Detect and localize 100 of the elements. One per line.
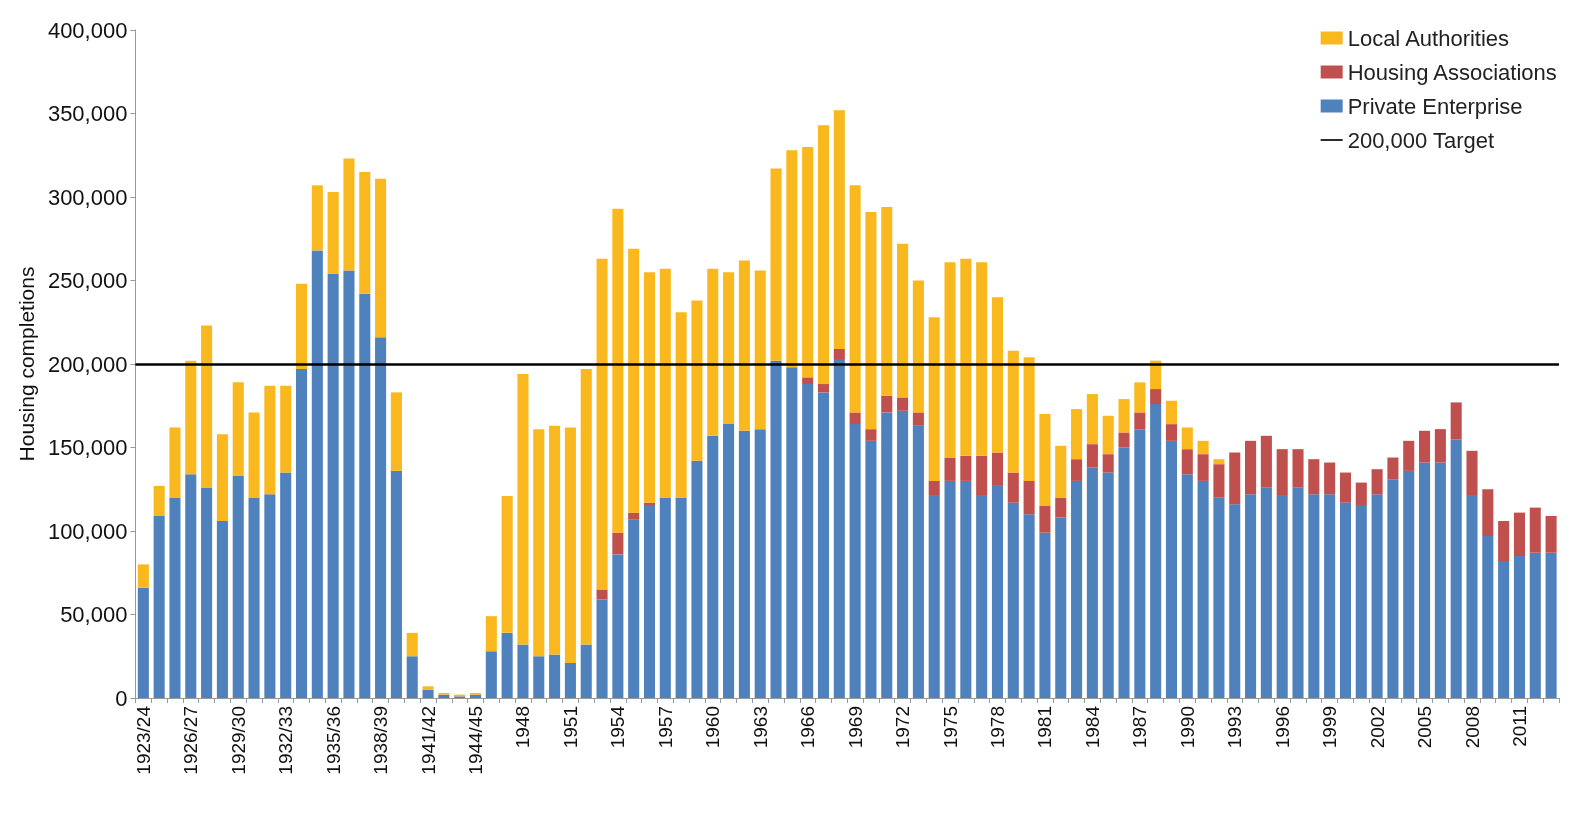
bar [232,475,244,698]
bar [1086,394,1098,445]
bar [1355,505,1367,698]
bar [1450,439,1462,698]
bar [881,207,893,396]
bar [596,258,608,590]
bar [580,644,592,698]
x-tick-label: 1951 [559,706,581,749]
bar [596,589,608,600]
bar [375,337,387,698]
x-tick-label: 1948 [512,706,534,749]
bar [1245,494,1257,698]
x-tick-label: 1975 [939,706,961,749]
bar [406,656,418,698]
bar [1165,440,1178,698]
y-tick-label: 200,000 [47,351,128,377]
bar [928,480,940,496]
bar [1086,444,1098,468]
bar [723,424,735,698]
y-tick-label: 50,000 [60,602,128,627]
bar [1118,432,1130,448]
legend-label: Local Authorities [1347,25,1510,51]
bar [564,427,576,663]
bar [691,460,703,698]
bar [991,297,1004,453]
bar [928,317,940,481]
bar [549,425,561,655]
bar [1213,497,1225,698]
bar [1482,489,1494,537]
bar [1213,464,1225,498]
x-tick-label: 1978 [986,706,1008,749]
bar [976,455,988,496]
bar [485,616,497,652]
bar [1039,505,1051,533]
bar [1055,497,1067,518]
bar [643,505,656,698]
bar [1355,482,1367,506]
bar [1466,495,1478,698]
legend-label: Housing Associations [1347,59,1557,85]
y-tick-label: 400,000 [47,17,128,43]
x-tick-label: 1923/24 [132,705,154,775]
bar [944,480,956,698]
bar [422,686,434,690]
bar [311,185,323,251]
bar [1039,532,1051,698]
bar [628,519,640,698]
bar [691,300,703,461]
bar [1292,449,1304,488]
y-tick-label: 350,000 [47,101,128,126]
bar [849,185,861,413]
bar [1419,462,1431,698]
bar [1071,459,1083,481]
bar [1403,470,1415,698]
x-tick-label: 2002 [1366,706,1388,749]
bar [1371,494,1383,698]
x-tick-label: 1969 [844,706,866,749]
bar [628,248,640,513]
bar [960,480,972,698]
x-tick-label: 1996 [1271,706,1293,749]
bar [754,429,766,698]
bar [216,520,228,698]
bar [1308,494,1320,698]
bar [564,662,576,698]
bar [833,358,845,698]
bar [1134,429,1146,698]
bar [1023,480,1035,515]
bar [612,532,624,555]
x-tick-label: 1963 [749,706,771,749]
bar [1545,515,1557,553]
bar [976,495,988,698]
bar [1023,514,1035,698]
bar [1545,552,1557,698]
bar [137,587,149,698]
bar [501,495,513,633]
bar [770,360,782,698]
bar [912,425,924,698]
bar [1086,467,1098,698]
y-axis-title: Housing completions [15,266,38,462]
bar [1529,552,1541,698]
bar [201,487,213,698]
bar [1134,412,1146,430]
bar [1229,452,1241,505]
bar [295,283,308,370]
x-tick-label: 1954 [607,705,629,749]
x-tick-label: 1935/36 [322,706,344,775]
bar [1513,512,1525,557]
bar [1324,494,1336,698]
bar [833,110,845,349]
bar [738,260,750,431]
bar [533,656,545,698]
bar [1181,474,1193,698]
bar [1419,430,1431,463]
bar [153,515,165,698]
bar [390,470,402,698]
x-tick-label: 2005 [1414,706,1436,749]
bar [580,369,592,645]
bar [707,268,719,436]
bar [833,348,845,359]
bar [897,410,909,698]
x-tick-label: 1999 [1319,706,1341,749]
